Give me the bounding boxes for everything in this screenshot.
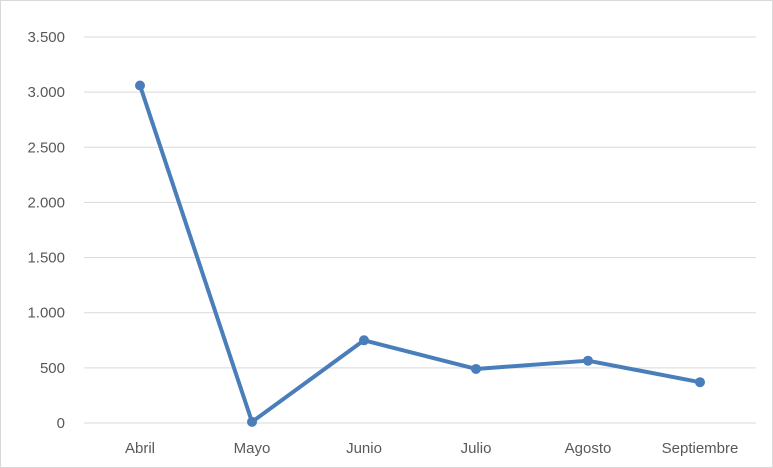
x-tick-label-abril: Abril xyxy=(125,440,155,457)
y-tick-label: 1.500 xyxy=(27,250,65,267)
y-tick-label: 3.000 xyxy=(27,84,65,101)
data-point-mayo xyxy=(247,416,257,427)
x-tick-label-agosto: Agosto xyxy=(565,440,612,457)
y-tick-label: 500 xyxy=(40,360,65,377)
data-point-abril xyxy=(135,80,145,91)
y-axis-tick-labels: 0 500 1.000 1.500 2.000 2.500 3.000 3.500 xyxy=(27,29,65,432)
series-line xyxy=(138,83,702,424)
data-point-agosto xyxy=(583,355,593,366)
data-point-septiembre xyxy=(695,377,705,388)
y-tick-label: 0 xyxy=(57,415,65,432)
y-tick-label: 2.000 xyxy=(27,194,65,211)
x-tick-label-mayo: Mayo xyxy=(234,440,271,457)
series-points xyxy=(135,80,705,427)
x-tick-label-julio: Julio xyxy=(461,440,492,457)
gridlines xyxy=(84,36,756,424)
y-tick-label: 3.500 xyxy=(27,29,65,46)
y-tick-label: 2.500 xyxy=(27,139,65,156)
y-tick-label: 1.000 xyxy=(27,305,65,322)
data-point-junio xyxy=(359,335,369,346)
data-point-julio xyxy=(471,363,481,374)
x-tick-label-junio: Junio xyxy=(346,440,382,457)
x-axis-tick-labels: Abril Mayo Junio Julio Agosto Septiembre xyxy=(125,440,738,457)
x-tick-label-septiembre: Septiembre xyxy=(662,440,739,457)
series-line-path xyxy=(138,83,702,424)
